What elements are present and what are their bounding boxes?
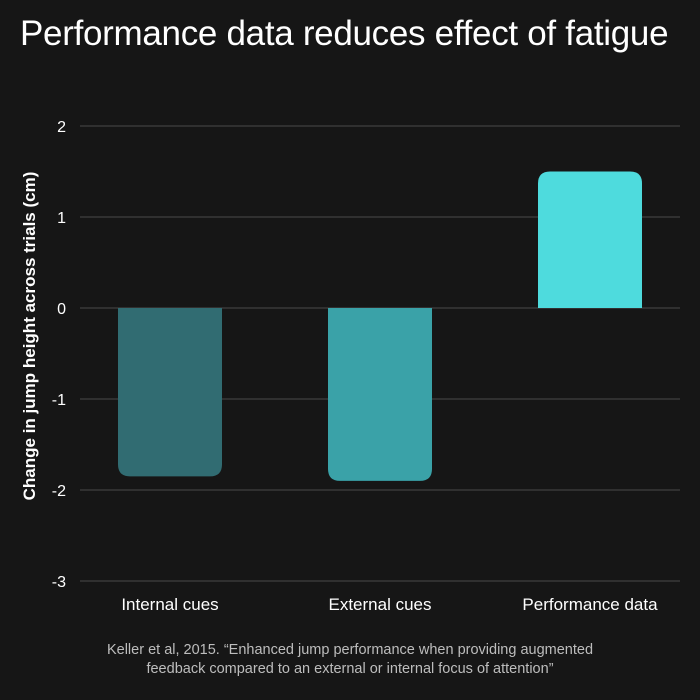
- bar-internal-cues: [118, 308, 222, 477]
- y-tick-label: 0: [57, 301, 66, 318]
- x-category-label: Internal cues: [121, 595, 218, 614]
- y-tick-label: -3: [52, 574, 66, 591]
- y-tick-label: 2: [57, 119, 66, 136]
- source-citation: Keller et al, 2015. “Enhanced jump perfo…: [0, 641, 700, 679]
- bars: [118, 171, 642, 481]
- x-category-label: External cues: [329, 595, 432, 614]
- bar-performance-data: [538, 171, 642, 308]
- x-category-label: Performance data: [522, 595, 658, 614]
- y-axis-label: Change in jump height across trials (cm): [20, 172, 39, 501]
- category-labels: Internal cues External cues Performance da…: [121, 595, 658, 614]
- y-tick-labels: 2 1 0 -1 -2 -3: [52, 119, 66, 591]
- y-tick-label: 1: [57, 210, 66, 227]
- chart-title: Performance data reduces effect of fatig…: [20, 14, 669, 53]
- source-line-1: Keller et al, 2015. “Enhanced jump perfo…: [106, 642, 594, 658]
- bar-external-cues: [328, 308, 432, 481]
- source-line-2: feedback compared to an external or inte…: [146, 661, 554, 677]
- y-tick-label: -2: [52, 483, 66, 500]
- y-tick-label: -1: [52, 392, 66, 409]
